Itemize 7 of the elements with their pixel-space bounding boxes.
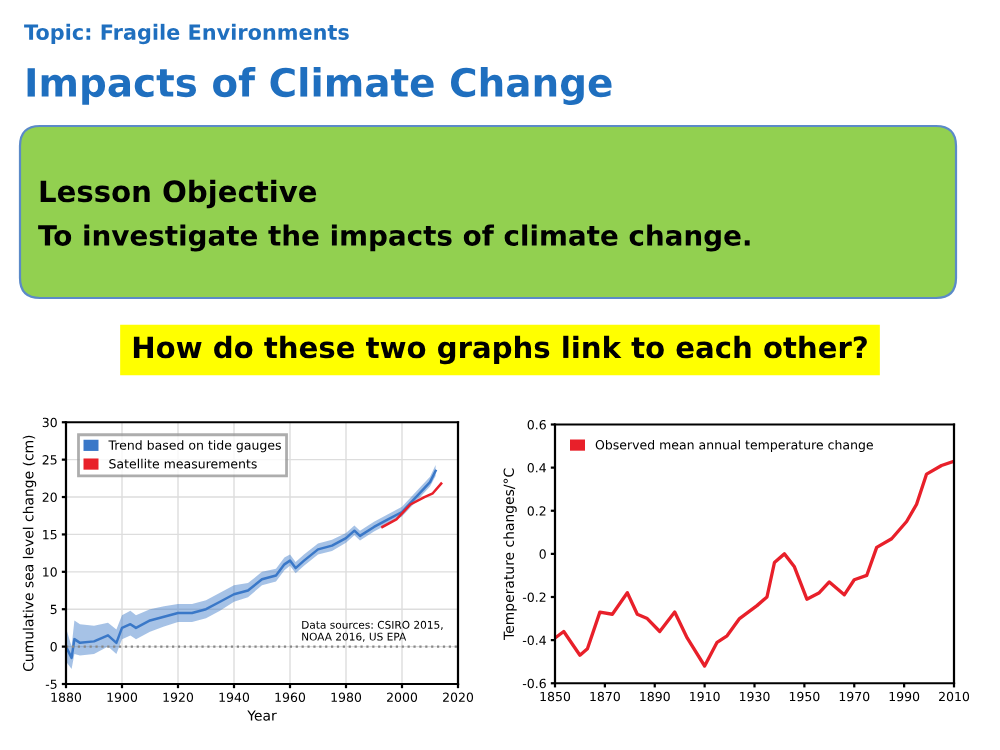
text: How do these two graphs link to each other? [133,335,867,365]
text: Topic: Fragile Environments [24,23,349,45]
text: To investigate the impacts of climate change. [38,224,750,252]
text: Lesson Objective [40,179,317,209]
text: Impacts of Climate Change [27,67,612,105]
line-series [555,459,954,668]
line-series [381,482,443,529]
